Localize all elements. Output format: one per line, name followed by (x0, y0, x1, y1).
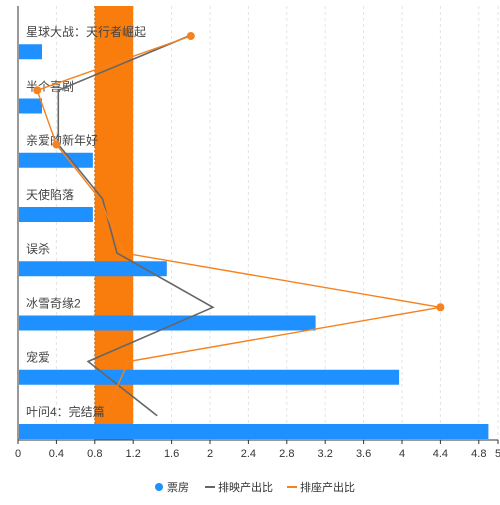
series-point (436, 303, 445, 312)
x-tick-label: 4 (399, 448, 405, 460)
series-line-2 (36, 35, 441, 417)
legend-label[interactable]: 排座产出比 (300, 480, 355, 494)
series-line-1 (57, 35, 215, 417)
x-tick-label: 2 (207, 448, 213, 460)
series-point (33, 86, 42, 95)
bar-6[interactable] (19, 315, 316, 331)
category-label: 天使陷落 (26, 187, 74, 202)
bar-5[interactable] (19, 261, 167, 277)
series-point (52, 140, 61, 149)
legend-label[interactable]: 排映产出比 (218, 480, 273, 494)
series-point (186, 32, 195, 40)
x-tick-label: 4.4 (433, 448, 448, 460)
x-tick-label: 0 (15, 448, 21, 460)
category-label: 宠爱 (26, 350, 50, 365)
category-label: 星球大战：天行者崛起 (26, 24, 146, 39)
x-tick-label: 1.6 (164, 448, 179, 460)
bar-7[interactable] (19, 369, 400, 385)
x-tick-label: 5 (495, 448, 500, 460)
category-label: 亲爱的新年好 (26, 133, 98, 148)
bar-1[interactable] (19, 44, 42, 60)
x-tick-label: 4.8 (471, 448, 486, 460)
category-label: 叶问4：完结篇 (26, 404, 105, 419)
x-tick-label: 3.6 (356, 448, 371, 460)
x-tick-label: 3.2 (318, 448, 333, 460)
x-tick-label: 0.4 (49, 448, 64, 460)
category-label: 误杀 (26, 241, 50, 256)
bar-4[interactable] (19, 207, 93, 222)
legend-marker[interactable] (155, 483, 163, 491)
legend-label[interactable]: 票房 (167, 481, 189, 494)
x-tick-label: 2.4 (241, 448, 256, 460)
bar-2[interactable] (19, 98, 42, 114)
x-tick-label: 0.8 (87, 448, 102, 460)
x-tick-label: 2.8 (279, 448, 294, 460)
bar-8[interactable] (19, 424, 489, 439)
highlight-band (94, 6, 134, 440)
bar-3[interactable] (19, 152, 93, 168)
x-tick-label: 1.2 (126, 448, 141, 460)
category-label: 冰雪奇缘2 (26, 296, 81, 310)
